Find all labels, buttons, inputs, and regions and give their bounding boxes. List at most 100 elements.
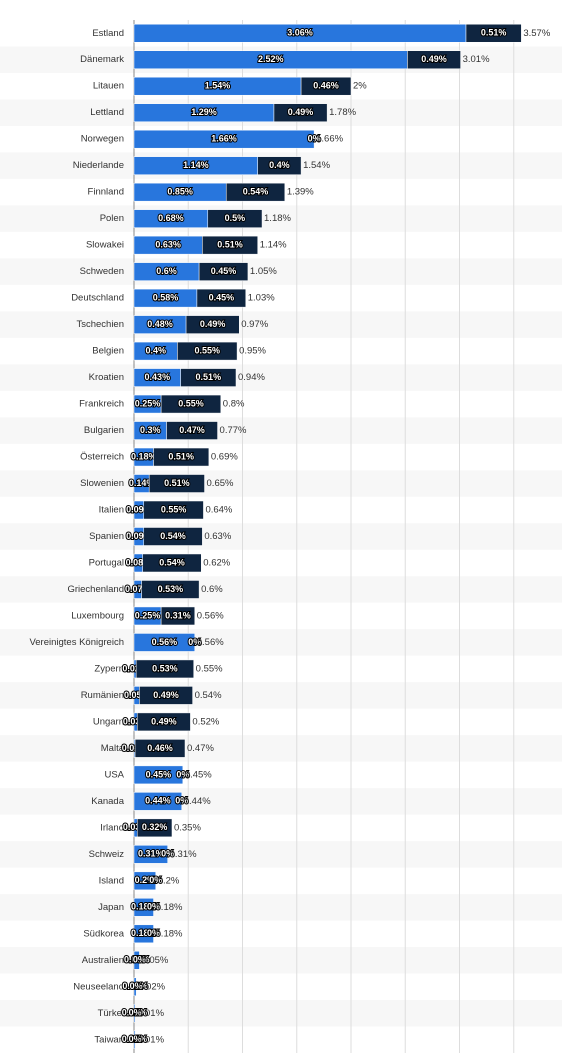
total-label: 3.01% — [463, 54, 490, 65]
segment-label: 0.51% — [481, 28, 507, 38]
total-label: 1.03% — [248, 293, 275, 304]
y-tick-label: USA — [104, 769, 124, 780]
bar-segment — [143, 500, 204, 520]
segment-label: 0.51% — [196, 372, 222, 382]
y-tick-label: Österreich — [80, 452, 124, 463]
total-label: 0.55% — [196, 663, 223, 674]
bar-segment — [196, 288, 247, 308]
bar-segment — [202, 235, 258, 255]
row-band — [0, 841, 562, 868]
y-tick-label: Taiwan — [94, 1034, 124, 1045]
segment-label: 0% — [130, 981, 143, 991]
bar-segment — [177, 341, 238, 361]
total-label: 0.65% — [207, 478, 234, 489]
bar-segment — [139, 686, 193, 705]
bar-segment — [185, 315, 240, 334]
y-tick-label: Lettland — [90, 107, 124, 118]
segment-label: 0.31% — [165, 610, 191, 620]
segment-label: 0.05% — [124, 955, 150, 965]
bar-segment — [300, 76, 352, 96]
segment-label: 0.54% — [160, 531, 186, 541]
bar-segment — [207, 209, 263, 228]
bar-segment — [166, 421, 218, 440]
segment-label: 0.53% — [152, 663, 178, 673]
bar-segment — [137, 712, 191, 732]
segment-label: 0.3% — [140, 425, 161, 435]
segment-label: 0.56% — [152, 637, 178, 647]
segment-label: 0.49% — [288, 107, 314, 117]
bar-segment — [133, 871, 156, 891]
row-band — [0, 1000, 562, 1027]
segment-label: 3.06% — [287, 28, 313, 38]
total-label: 0.69% — [211, 452, 238, 463]
total-label: 1.39% — [287, 187, 314, 198]
row-band — [0, 364, 562, 391]
segment-label: 0.4% — [269, 160, 290, 170]
bar-segment — [141, 580, 200, 599]
total-label: 0.52% — [192, 716, 219, 727]
row-band — [0, 947, 562, 974]
segment-label: 0.49% — [153, 690, 179, 700]
y-tick-label: Polen — [100, 213, 124, 224]
row-band — [0, 576, 562, 603]
segment-label: 0.4% — [145, 345, 166, 355]
segment-label: 0.54% — [159, 557, 185, 567]
y-tick-label: Türkei — [98, 1008, 124, 1019]
total-label: 0.54% — [195, 690, 222, 701]
total-label: 0.01% — [137, 1034, 164, 1045]
bar-segment — [148, 474, 205, 493]
total-label: 0.02% — [138, 981, 165, 992]
segment-label: 0% — [129, 1008, 142, 1018]
row-band — [0, 258, 562, 285]
bar-segment — [407, 50, 461, 69]
y-tick-label: Bulgarien — [84, 425, 124, 436]
y-tick-label: Luxembourg — [71, 610, 124, 621]
y-tick-label: Ungarn — [93, 716, 124, 727]
segment-label: 0% — [129, 1034, 142, 1044]
segment-label: 1.14% — [183, 160, 209, 170]
bar-segment — [135, 659, 194, 679]
y-tick-label: Island — [99, 875, 124, 886]
segment-label: 0% — [188, 637, 201, 647]
bar-segment — [137, 818, 173, 838]
bar-segment — [133, 792, 182, 811]
row-band — [0, 470, 562, 497]
y-tick-label: Niederlande — [73, 160, 124, 171]
bar-segment — [273, 103, 328, 122]
segment-label: 0.58% — [153, 292, 179, 302]
y-tick-label: Norwegen — [81, 134, 124, 145]
total-label: 0.01% — [137, 1008, 164, 1019]
y-tick-label: Frankreich — [79, 399, 124, 410]
y-tick-label: Dänemark — [80, 54, 124, 65]
total-label: 0.56% — [197, 637, 224, 648]
y-tick-label: Italien — [99, 505, 124, 516]
segment-label: 0.31% — [138, 849, 164, 859]
segment-label: 1.66% — [211, 134, 237, 144]
bar-segment — [465, 23, 522, 43]
bar-segment — [133, 1030, 136, 1050]
segment-label: 0.53% — [158, 584, 184, 594]
total-label: 1.66% — [316, 134, 343, 145]
row-band — [0, 205, 562, 232]
segment-label: 0% — [175, 796, 188, 806]
total-label: 0.94% — [238, 372, 265, 383]
segment-label: 0.18% — [131, 928, 157, 938]
segment-label: 0.55% — [161, 504, 187, 514]
total-label: 0.8% — [223, 399, 245, 410]
segment-label: 0.25% — [135, 610, 161, 620]
segment-label: 0.49% — [421, 54, 447, 64]
total-label: 1.54% — [303, 160, 330, 171]
bar-segment — [142, 553, 202, 573]
segment-label: 0.44% — [145, 796, 171, 806]
total-label: 0.77% — [220, 425, 247, 436]
y-tick-label: Spanien — [89, 531, 124, 542]
total-label: 0.18% — [156, 928, 183, 939]
total-label: 1.18% — [264, 213, 291, 224]
segment-label: 0.45% — [211, 266, 237, 276]
row-band — [0, 523, 562, 550]
segment-label: 0.14% — [129, 478, 155, 488]
segment-label: 0.5% — [225, 213, 246, 223]
bar-segment — [160, 394, 222, 414]
bar-segment — [143, 527, 203, 546]
